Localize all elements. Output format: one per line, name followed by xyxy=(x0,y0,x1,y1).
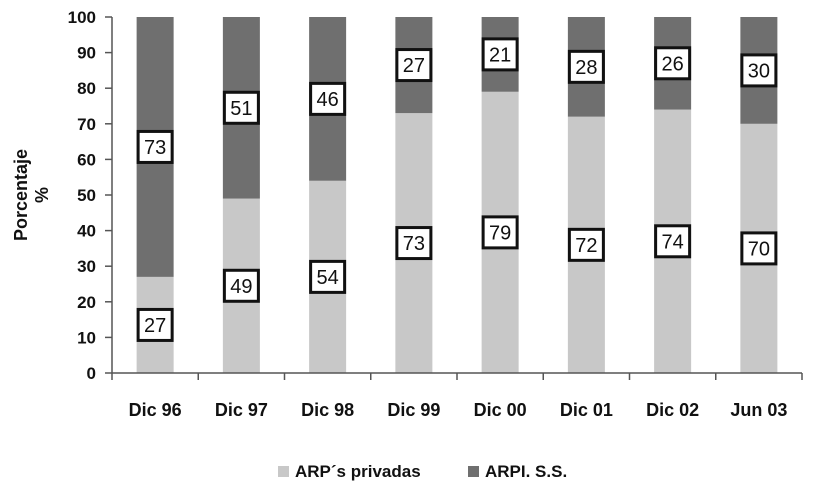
data-label-box xyxy=(309,259,347,294)
data-label: 27 xyxy=(403,55,425,77)
data-label-box xyxy=(136,307,174,342)
data-label: 27 xyxy=(144,315,166,337)
legend-label: ARPI. S.S. xyxy=(485,462,567,481)
x-tick-label: Dic 98 xyxy=(301,400,354,420)
y-tick-label: 30 xyxy=(77,257,96,276)
y-tick-label: 90 xyxy=(77,44,96,63)
x-tick-label: Dic 97 xyxy=(215,400,268,420)
y-tick-label: 60 xyxy=(77,150,96,169)
x-tick-label: Dic 01 xyxy=(560,400,613,420)
legend-label: ARP´s privadas xyxy=(295,462,421,481)
data-label-box xyxy=(481,215,519,250)
data-label: 49 xyxy=(230,276,252,298)
y-axis-title-line1: Porcentaje xyxy=(11,149,31,241)
data-label: 30 xyxy=(748,60,770,82)
data-label: 46 xyxy=(317,89,339,111)
data-label: 73 xyxy=(403,233,425,255)
data-label-box xyxy=(481,37,519,72)
data-label-box xyxy=(654,46,692,81)
data-label: 28 xyxy=(575,57,597,79)
y-tick-label: 70 xyxy=(77,115,96,134)
data-label: 72 xyxy=(575,235,597,257)
y-tick-label: 0 xyxy=(87,364,96,383)
x-tick-label: Dic 00 xyxy=(474,400,527,420)
x-tick-label: Jun 03 xyxy=(730,400,787,420)
data-label-box xyxy=(395,226,433,261)
data-label: 54 xyxy=(317,267,339,289)
y-axis-title: Porcentaje % xyxy=(11,149,52,241)
y-tick-label: 20 xyxy=(77,293,96,312)
legend-swatch xyxy=(278,466,289,477)
data-label-box xyxy=(395,48,433,83)
y-tick-label: 10 xyxy=(77,328,96,347)
legend: ARP´s privadas ARPI. S.S. xyxy=(278,462,567,481)
data-label: 73 xyxy=(144,137,166,159)
x-tick-label: Dic 96 xyxy=(129,400,182,420)
y-tick-label: 40 xyxy=(77,222,96,241)
data-label-box xyxy=(222,268,260,303)
x-tick-label: Dic 99 xyxy=(387,400,440,420)
data-label: 74 xyxy=(662,231,684,253)
data-label-box xyxy=(567,49,605,84)
data-label: 21 xyxy=(489,44,511,66)
data-label: 70 xyxy=(748,238,770,260)
x-axis: Dic 96 Dic 97 Dic 98 Dic 99 Dic 00 Dic 01 Dic … xyxy=(111,372,803,420)
x-tick-label: Dic 02 xyxy=(646,400,699,420)
y-tick-label: 100 xyxy=(68,8,96,27)
y-axis-title-line2: % xyxy=(32,187,52,203)
data-label-box xyxy=(222,90,260,125)
data-label-box xyxy=(740,231,778,266)
data-label-box xyxy=(740,53,778,88)
data-label-box xyxy=(654,224,692,259)
legend-swatch xyxy=(468,466,479,477)
data-label: 51 xyxy=(230,98,252,120)
data-label-box xyxy=(567,227,605,262)
y-tick-label: 50 xyxy=(77,186,96,205)
data-label-box xyxy=(136,129,174,164)
data-label: 26 xyxy=(662,53,684,75)
y-axis: 0 10 20 30 40 50 60 70 80 90 100 xyxy=(68,8,113,383)
data-label: 79 xyxy=(489,222,511,244)
y-tick-label: 80 xyxy=(77,79,96,98)
data-labels: 27 73 49 51 54 46 73 27 79 21 72 28 74 26 70 30 xyxy=(136,37,778,342)
data-label-box xyxy=(309,81,347,116)
